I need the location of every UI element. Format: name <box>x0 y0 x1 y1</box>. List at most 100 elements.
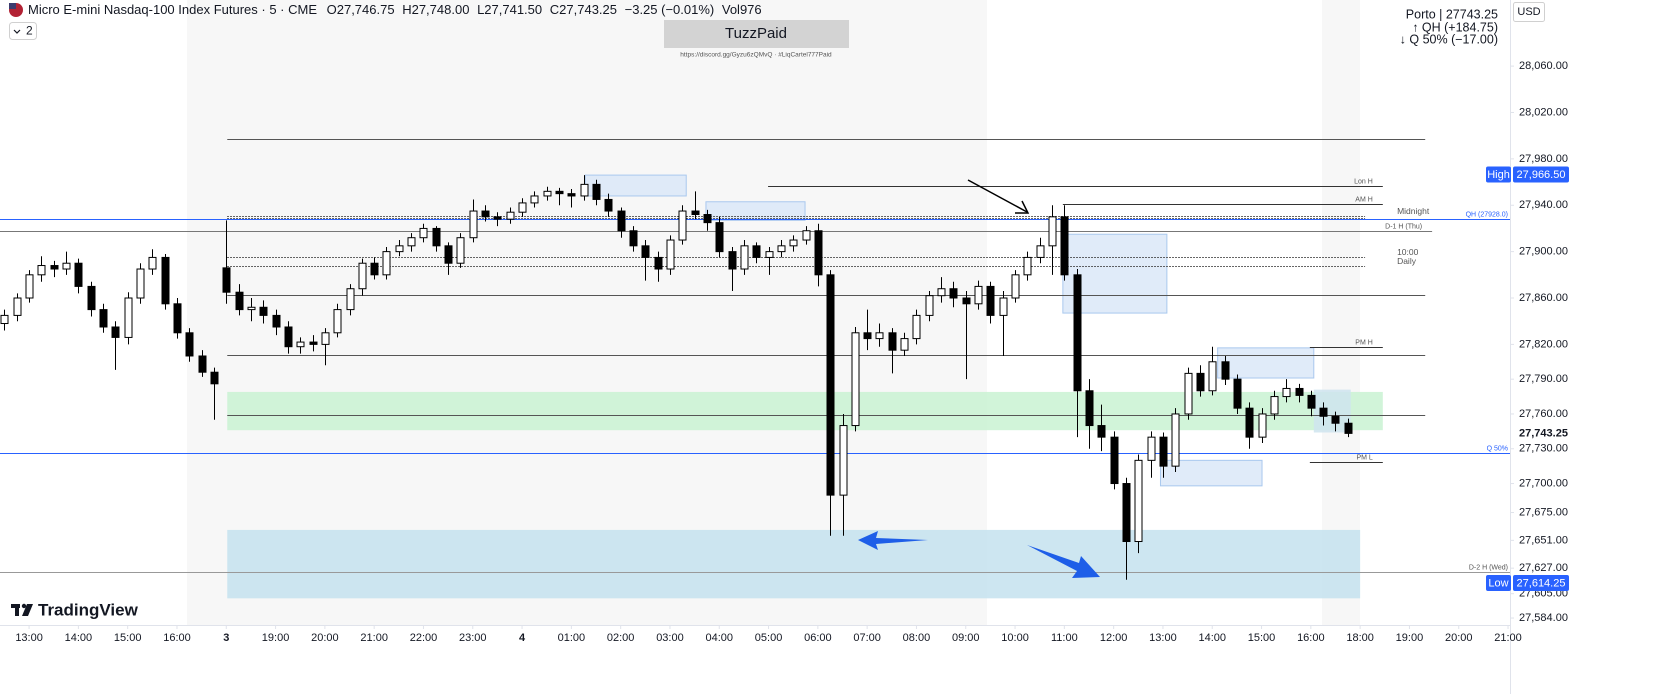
last-price-label: 27,743.25 <box>1519 427 1568 439</box>
candle-body <box>0 314 9 325</box>
x-tick-label: 12:00 <box>1100 632 1128 644</box>
y-tick-label: 28,020.00 <box>1519 106 1568 118</box>
candle-body <box>1245 407 1254 438</box>
info-line: ↑ QH (+184.75) <box>1412 20 1498 34</box>
x-tick-label: 06:00 <box>804 632 832 644</box>
candle-body <box>1159 436 1168 467</box>
candle-body <box>678 210 687 241</box>
candle-body <box>1134 459 1143 543</box>
candle-body <box>1011 274 1020 299</box>
candle-body <box>1171 413 1180 467</box>
candle-body <box>185 332 194 357</box>
level-label: Daily <box>1397 256 1417 266</box>
candle-body <box>382 251 391 276</box>
candle-body <box>99 309 108 328</box>
marker-label: Low <box>1488 577 1508 589</box>
marker-label: High <box>1487 169 1510 181</box>
candle-body <box>1097 425 1106 438</box>
x-tick-label: 15:00 <box>1248 632 1276 644</box>
arrow <box>967 179 1028 213</box>
marker-value: 27,614.25 <box>1517 577 1566 589</box>
level-label: Midnight <box>1397 206 1430 216</box>
x-tick-label: 08:00 <box>903 632 931 644</box>
candle-body <box>37 265 46 276</box>
x-tick-label: 20:00 <box>311 632 339 644</box>
candle-body <box>666 239 675 270</box>
candle-body <box>1110 436 1119 485</box>
candle-body <box>937 288 946 297</box>
candle-body <box>1147 436 1156 461</box>
collapse-button[interactable] <box>9 22 37 40</box>
arrow-head <box>1015 200 1030 214</box>
marker-label-box <box>1486 574 1511 591</box>
y-tick-label: 27,860.00 <box>1519 292 1568 304</box>
candle-body <box>74 262 83 287</box>
y-tick-label: 27,675.00 <box>1519 506 1568 518</box>
candle-body <box>962 297 971 305</box>
candle-body <box>13 297 22 316</box>
candle-body <box>309 341 318 345</box>
candle-body <box>802 230 811 241</box>
x-tick-label: 18:00 <box>1346 632 1374 644</box>
vol-key: Vol <box>722 2 740 17</box>
ohlc-key: L <box>477 2 484 17</box>
candle-body <box>814 230 823 276</box>
candle-body <box>198 355 207 373</box>
candle-body <box>1344 422 1353 434</box>
candle-body <box>148 256 157 270</box>
candle-body <box>900 338 909 351</box>
level-label: 10:00 <box>1397 247 1419 257</box>
candle-body <box>580 183 589 197</box>
candle-body <box>703 214 712 224</box>
info-line: Porto | 27743.25 <box>1406 7 1498 21</box>
x-tick-label: 02:00 <box>607 632 635 644</box>
candle-body <box>1023 256 1032 276</box>
watermark-box <box>664 20 849 48</box>
level-label: PM L <box>1356 454 1372 461</box>
candle-body <box>111 326 120 338</box>
zone <box>227 391 1383 431</box>
y-tick-label: 27,584.00 <box>1519 612 1568 624</box>
zone <box>705 201 806 221</box>
candle-body <box>222 267 231 293</box>
candle-body <box>296 341 305 348</box>
level-label: AM H <box>1355 196 1373 203</box>
candle-body <box>1221 361 1230 380</box>
candle-body <box>592 183 601 200</box>
currency: USD <box>1517 6 1540 18</box>
header: Micro E-mini Nasdaq-100 Index Futures · … <box>28 2 762 17</box>
candle-body <box>346 288 355 311</box>
y-tick-label: 28,060.00 <box>1519 60 1568 72</box>
badge-count: 2 <box>26 24 33 38</box>
marker-value-box <box>1513 574 1569 591</box>
candle-body <box>1073 274 1082 392</box>
flag-icon <box>9 3 16 9</box>
candle-body <box>789 239 798 247</box>
candle-body <box>333 309 342 334</box>
ohlc-value: 27,748.00 <box>412 2 470 17</box>
x-tick-label: 21:00 <box>1494 632 1522 644</box>
candle-body <box>974 285 983 305</box>
candle-body <box>1270 396 1279 415</box>
x-tick-label: 22:00 <box>410 632 438 644</box>
arrow <box>1027 545 1100 578</box>
x-tick-label: 11:00 <box>1051 632 1078 644</box>
zone <box>1217 347 1315 379</box>
candle-body <box>1196 372 1205 392</box>
candle-body <box>395 245 404 253</box>
candle-body <box>925 295 934 316</box>
x-tick-label: 14:00 <box>1198 632 1226 644</box>
ohlc-value: 27,741.50 <box>484 2 542 17</box>
candle-body <box>210 371 219 385</box>
candle-body <box>875 332 884 340</box>
candle-body <box>999 297 1008 316</box>
candle-body <box>752 245 761 258</box>
currency-button[interactable] <box>1513 2 1545 22</box>
watermark-title: TuzzPaid <box>725 25 787 42</box>
candle-body <box>1060 216 1069 276</box>
ohlc-value: 27,743.25 <box>559 2 617 17</box>
candle-body <box>456 237 465 264</box>
candle-body <box>518 202 527 213</box>
candle-body <box>1331 415 1340 424</box>
